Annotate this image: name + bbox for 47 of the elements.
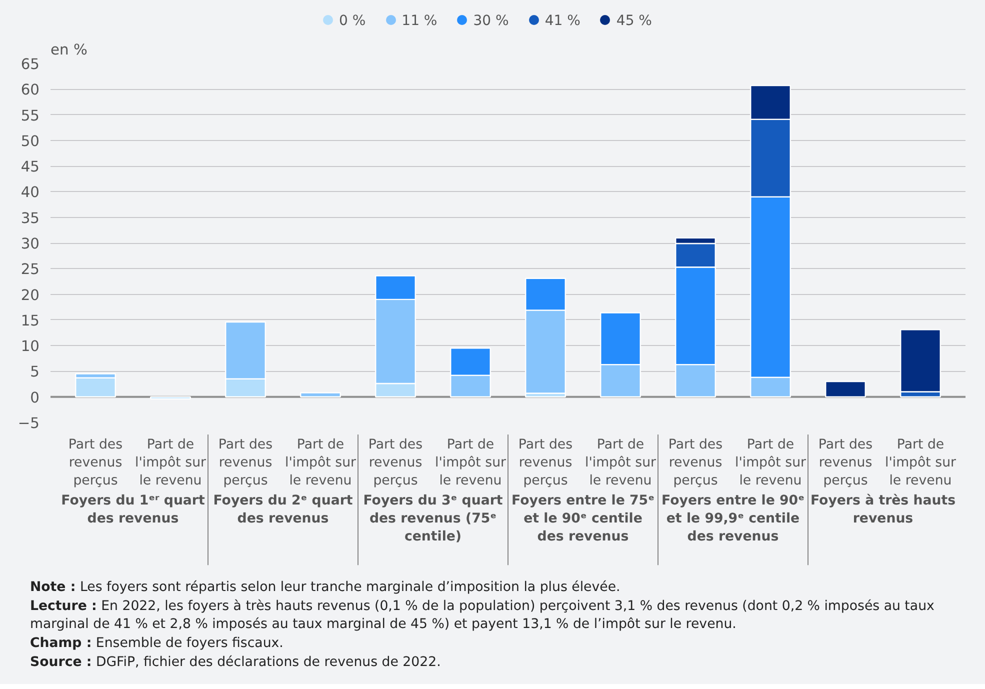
x-tick-label: Part de l'impôt sur le revenu	[585, 437, 657, 488]
y-tick-label: 45	[20, 158, 40, 176]
y-tick-label: 30	[20, 236, 40, 252]
legend-label: 11 %	[400, 13, 438, 29]
text: Note : Les foyers sont répartis selon leur tranche marginale d’imposition la plus élevée.	[30, 580, 620, 595]
bar	[75, 377, 116, 398]
legend-label: 45 %	[615, 13, 652, 29]
text: Champ : Ensemble de foyers fiscaux.	[30, 636, 284, 651]
text: Foyers entre le 90ᵉ et le 99,9ᵉ centile des revenus	[662, 493, 804, 544]
y-tick-label: 10	[20, 338, 40, 356]
bar	[825, 380, 866, 398]
x-tick-label: Part des revenus perçus	[218, 437, 273, 488]
y-tick-label: 25	[20, 261, 40, 278]
x-tick-label: Part des revenus perçus	[518, 437, 573, 488]
x-tick-label: Part des revenus perçus	[68, 437, 123, 488]
x-tick-label: Part de l'impôt sur le revenu	[435, 437, 507, 488]
x-tick-label: Part des revenus perçus	[818, 437, 873, 488]
y-tick-label: 60	[20, 82, 40, 99]
y-tick-label: 0	[30, 389, 40, 406]
y-tick-label: 40	[20, 184, 40, 202]
text: Foyers à très hauts revenus	[810, 493, 956, 526]
y-tick-label: 50	[20, 132, 40, 150]
y-axis-title: en %	[50, 42, 88, 58]
y-tick-label: 5	[30, 364, 40, 381]
text: Foyers du 1ᵉʳ quart des revenus	[61, 493, 206, 526]
text: Foyers entre le 75ᵉ et le 90ᵉ centile des revenus	[512, 493, 654, 544]
legend-label: 0 %	[338, 13, 366, 29]
y-tick-label: 65	[20, 56, 40, 73]
text: Lecture : En 2022, les foyers à très hauts revenus (0,1 % de la population) perçoivent 3,1 % des revenus (dont 0,2 % imposés au taux marginal de 41 % et 2,8 % imposés au taux marginal de 45 %) et payent 13,1 % de l’impôt sur le revenu.	[30, 598, 934, 632]
x-tick-label: Part de l'impôt sur le revenu	[135, 437, 207, 488]
bar	[300, 392, 341, 398]
y-tick-label: 55	[20, 107, 40, 124]
x-tick-label: Part des revenus perçus	[368, 437, 423, 488]
text: Foyers du 2ᵉ quart des revenus	[213, 493, 354, 526]
y-tick-label: 35	[20, 210, 40, 227]
x-tick-label: Part de l'impôt sur le revenu	[285, 437, 357, 488]
text: Foyers du 3ᵉ quart des revenus (75ᵉ centile)	[363, 493, 504, 544]
legend-label: 41 %	[544, 13, 580, 29]
y-tick-label: 20	[20, 286, 40, 304]
x-tick-label: Part de l'impôt sur le revenu	[735, 437, 807, 488]
y-tick-label: −5	[18, 415, 40, 432]
x-tick-label: Part des revenus perçus	[668, 437, 723, 488]
legend-label: 30 %	[472, 13, 509, 29]
x-tick-label: Part de l'impôt sur le revenu	[885, 437, 957, 488]
bar	[150, 396, 191, 400]
source-note: Source : DGFiP, fichier des déclarations de revenus de 2022.	[30, 654, 441, 670]
y-tick-label: 15	[20, 312, 40, 330]
